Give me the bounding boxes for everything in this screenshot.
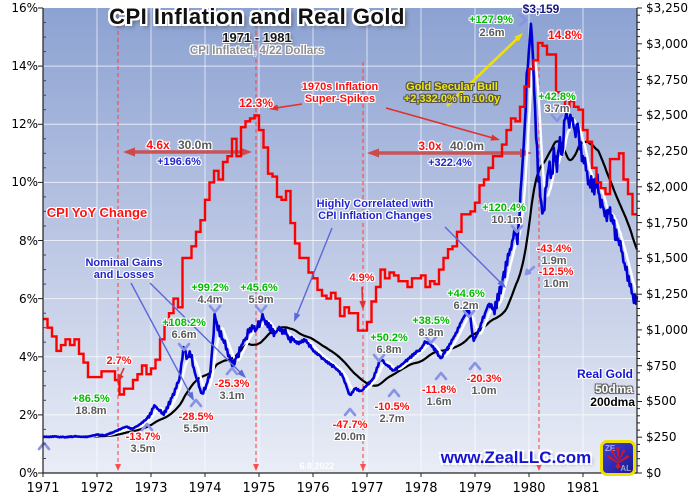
chevron-marker (140, 422, 154, 432)
blue-pointer-arrow (149, 282, 246, 378)
chevron-marker (372, 353, 386, 363)
chevron-marker (177, 342, 191, 352)
chevron-marker (518, 13, 528, 27)
event-line-arrowhead (360, 464, 366, 471)
chevron-marker (424, 335, 438, 345)
chevron-marker (550, 113, 564, 123)
event-line-arrowhead (253, 464, 259, 471)
red-pointer-arrow (117, 367, 125, 383)
red-pointer-arrow (359, 286, 366, 310)
chevron-marker (468, 361, 482, 371)
chevron-marker (189, 398, 203, 408)
blue-pointer-arrow (444, 226, 506, 288)
chevron-marker (524, 265, 536, 276)
chevron-marker (343, 407, 357, 417)
yellow-pointer-arrow (446, 33, 523, 107)
blue-pointer-arrow (294, 227, 333, 322)
chevron-marker (462, 309, 476, 319)
event-line-arrowhead (536, 464, 542, 471)
blue-pointer-arrow (130, 282, 194, 401)
chevron-marker (225, 366, 239, 376)
event-line-arrowhead (115, 464, 121, 471)
cpi-yoy-line (43, 41, 637, 396)
chevron-marker (387, 388, 401, 398)
chevron-marker (254, 304, 268, 314)
red-pointer-arrow (269, 103, 303, 111)
chevron-marker (434, 371, 448, 381)
dma50-line (42, 59, 639, 439)
real-gold-line (42, 22, 639, 439)
chevron-marker (208, 304, 222, 314)
red-pointer-arrow (385, 107, 500, 141)
chevron-marker (37, 441, 51, 451)
chevron-marker (510, 224, 524, 234)
